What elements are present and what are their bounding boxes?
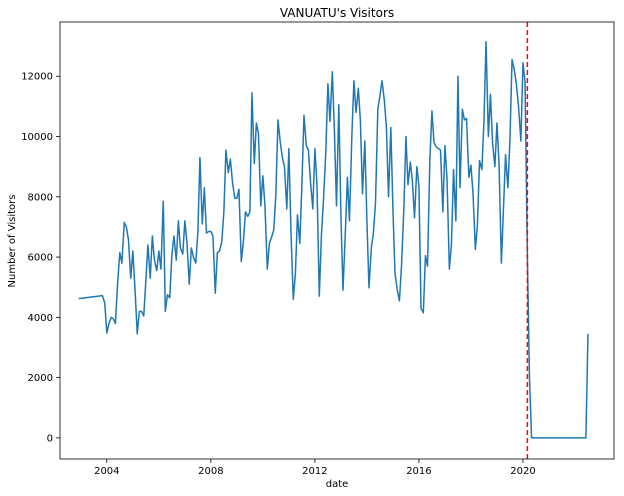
y-tick-label: 4000 xyxy=(28,313,53,324)
y-tick-label: 8000 xyxy=(28,192,53,203)
x-tick-label: 2012 xyxy=(302,466,327,477)
x-axis: 2004 2008 2012 2016 2020 xyxy=(94,459,536,477)
x-tick-label: 2008 xyxy=(198,466,223,477)
y-axis-title: Number of Visitors xyxy=(7,195,18,288)
y-tick-label: 0 xyxy=(47,433,53,444)
chart-title: VANUATU's Visitors xyxy=(280,6,394,20)
x-tick-label: 2016 xyxy=(406,466,431,477)
y-tick-label: 6000 xyxy=(28,253,53,264)
y-axis: 0 2000 4000 6000 8000 10000 12000 xyxy=(21,72,60,444)
series-line-0 xyxy=(78,40,589,439)
y-tick-label: 10000 xyxy=(21,132,53,143)
x-tick-label: 2004 xyxy=(94,466,119,477)
x-axis-title: date xyxy=(326,479,349,490)
y-tick-label: 12000 xyxy=(21,72,53,83)
axes-frame xyxy=(59,21,615,460)
y-tick-label: 2000 xyxy=(28,373,53,384)
axes-border xyxy=(59,21,615,460)
plot-area xyxy=(78,22,589,459)
x-tick-label: 2020 xyxy=(510,466,535,477)
